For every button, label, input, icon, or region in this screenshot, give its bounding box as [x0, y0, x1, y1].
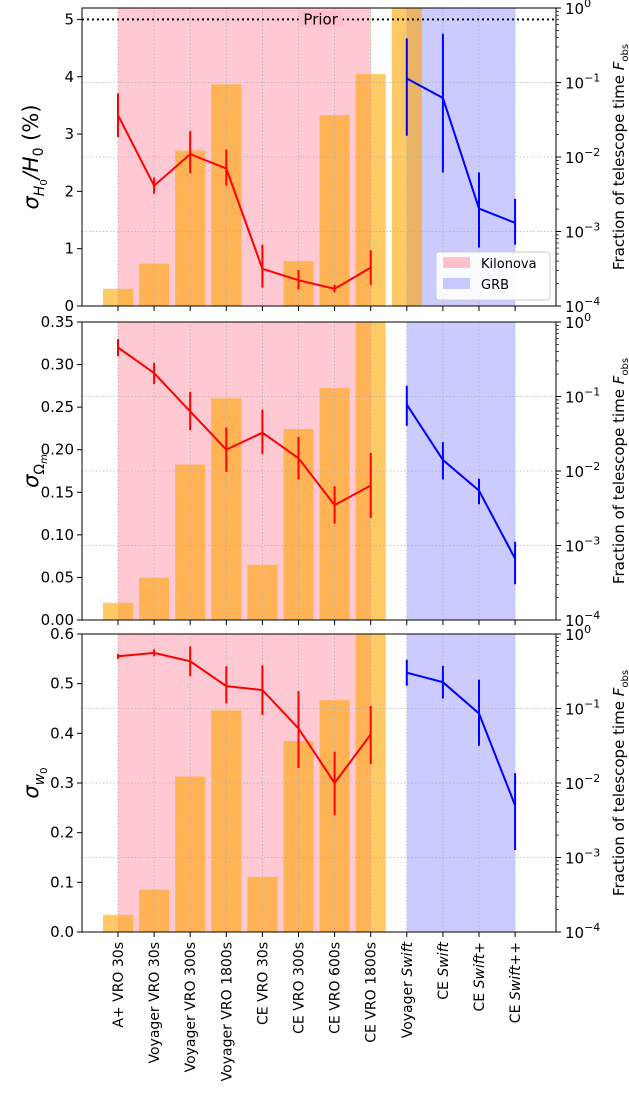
legend-swatch-kilonova	[443, 257, 470, 268]
category-label-9: Voyager Swift	[400, 942, 416, 1039]
y-tick-label: 0.1	[50, 873, 74, 891]
category-label-5: CE VRO 30s	[255, 942, 271, 1025]
y-axis-label: σΩm	[19, 454, 50, 488]
right-tick-label: 10−1	[565, 386, 600, 407]
category-label-12: CE Swift++	[508, 942, 524, 1023]
legend-label-kilonova: Kilonova	[481, 257, 537, 272]
y-tick-label: 0.20	[41, 441, 74, 459]
right-tick-label: 10−3	[565, 221, 600, 242]
right-tick-label: 10−3	[565, 535, 600, 556]
y-tick-label: 0.3	[50, 774, 74, 792]
y-tick-label: 0	[64, 297, 74, 315]
right-tick-label: 10−3	[565, 847, 600, 868]
category-label-1: A+ VRO 30s	[111, 942, 127, 1028]
right-tick-label: 10−4	[565, 921, 600, 942]
legend-label-grb: GRB	[481, 278, 509, 293]
right-axis-label: Fraction of telescope time Fobs	[610, 358, 629, 584]
category-label-4: Voyager VRO 1800s	[219, 942, 235, 1081]
bar-1-1	[103, 288, 133, 306]
y-tick-label: 0.35	[41, 313, 74, 331]
y-tick-label: 0.6	[50, 625, 74, 643]
prior-label: Prior	[303, 10, 338, 28]
legend-swatch-grb	[443, 278, 470, 289]
panel-1: Prior 0 1 2 3 4 5 10−4 10−3 10−2 10−1 100 σH0/H0 (%)…	[19, 0, 629, 316]
bar-3-6	[283, 741, 314, 932]
right-tick-label: 10−4	[565, 295, 600, 316]
right-axis-label: Fraction of telescope time Fobs	[610, 44, 629, 270]
category-label-7: CE VRO 600s	[328, 942, 344, 1034]
y-tick-label: 0.2	[50, 824, 74, 842]
panel-2: 0.00 0.05 0.10 0.15 0.20 0.25 0.30 0.35 10−4 10−3…	[19, 311, 629, 630]
category-label-3: Voyager VRO 300s	[183, 942, 199, 1072]
right-tick-label: 10−2	[565, 460, 600, 481]
right-tick-label: 100	[565, 311, 591, 332]
bar-3-1	[103, 914, 133, 932]
y-axis-label: σw0	[19, 767, 50, 798]
y-tick-label: 0.05	[41, 568, 74, 586]
kilonova-line	[117, 346, 372, 507]
category-label-2: Voyager VRO 30s	[147, 942, 163, 1064]
right-tick-label: 100	[565, 623, 591, 644]
bar-1-7	[319, 115, 350, 306]
y-tick-label: 0.15	[41, 483, 74, 501]
y-axis-label: σH0/H0 (%)	[19, 104, 50, 209]
right-tick-label: 10−2	[565, 772, 600, 793]
right-tick-label: 10−1	[565, 72, 600, 93]
grb-line	[406, 77, 516, 224]
category-label-10: CE Swift	[436, 942, 452, 1000]
legend: Kilonova GRB	[435, 251, 551, 301]
kilonova-line	[117, 114, 372, 290]
y-tick-label: 0.30	[41, 356, 74, 374]
right-tick-label: 10−4	[565, 609, 600, 630]
y-tick-label: 0.25	[41, 398, 74, 416]
right-tick-label: 10−2	[565, 146, 600, 167]
y-tick-label: 0.4	[50, 724, 74, 742]
y-tick-label: 1	[64, 240, 74, 258]
right-tick-label: 100	[565, 0, 591, 18]
right-axis-label: Fraction of telescope time Fobs	[610, 670, 629, 896]
y-tick-label: 2	[64, 182, 74, 200]
y-tick-label: 5	[64, 10, 74, 28]
bar-2-1	[103, 602, 133, 620]
category-label-6: CE VRO 300s	[292, 942, 308, 1034]
kilonova-line	[117, 651, 372, 785]
category-label-8: CE VRO 1800s	[364, 942, 380, 1043]
y-tick-label: 0.00	[41, 611, 74, 629]
grb-line	[406, 671, 517, 806]
panel-3: 0.0 0.1 0.2 0.3 0.4 0.5 0.6 10−4 10−3 10−2 10−1 100…	[19, 623, 629, 942]
y-tick-label: 3	[64, 125, 74, 143]
y-tick-label: 4	[64, 68, 74, 86]
category-label-11: CE Swift+	[472, 942, 488, 1011]
y-tick-label: 0.5	[50, 675, 74, 693]
y-tick-label: 0.10	[41, 526, 74, 544]
grb-line	[405, 404, 516, 560]
y-tick-label: 0.0	[50, 923, 74, 941]
right-tick-label: 10−1	[565, 698, 600, 719]
